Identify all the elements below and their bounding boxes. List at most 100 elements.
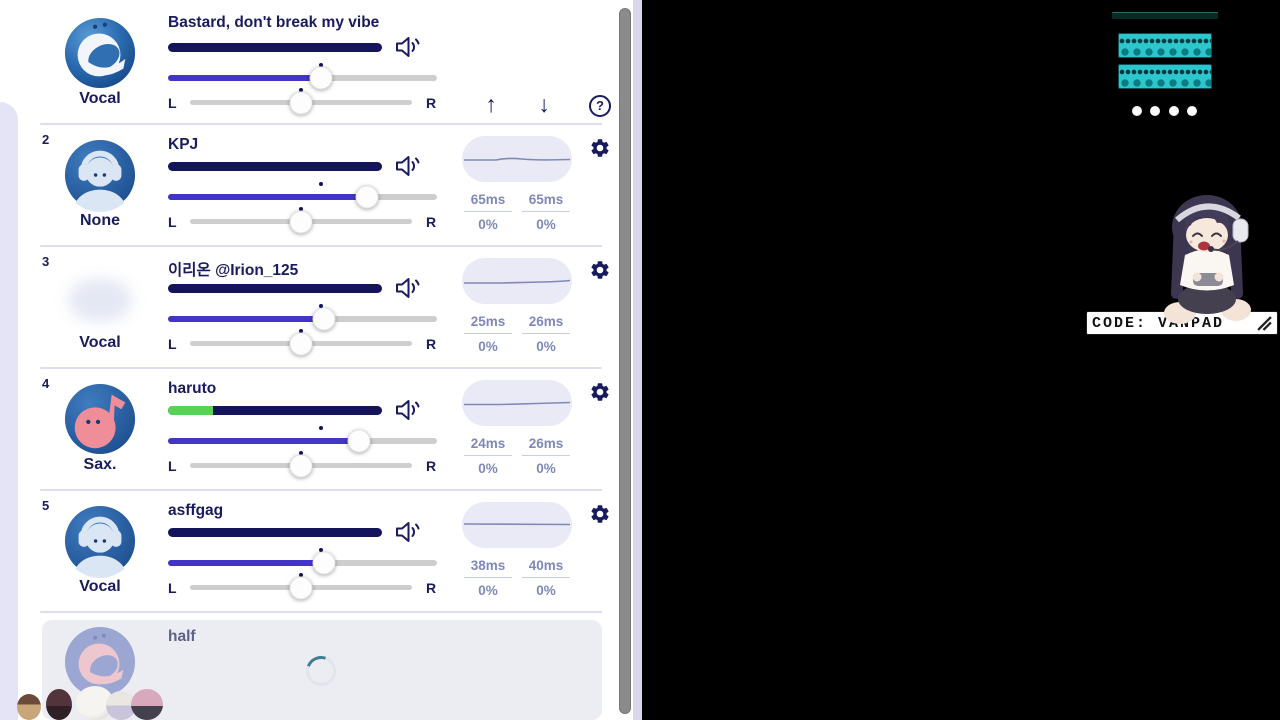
latency-value: 26ms [528, 436, 564, 451]
channel-row: Vocal Bastard, don't break my vibe L R ↑… [0, 2, 642, 124]
pan-slider[interactable] [190, 451, 412, 477]
pan-right-label: R [426, 580, 437, 596]
mini-sprite-dot [1150, 106, 1160, 116]
latency-value: 40ms [528, 558, 564, 573]
blue-swirl-logo-icon [64, 17, 136, 89]
volume-thumb[interactable] [312, 551, 336, 575]
volume-fill [168, 438, 359, 444]
pan-slider[interactable] [190, 88, 412, 114]
channel-role: Sax. [83, 456, 117, 473]
chibi-mascot [1164, 195, 1251, 324]
pan-slider[interactable] [190, 329, 412, 355]
pan-right-label: R [426, 336, 437, 352]
music-note-avatar-icon [64, 383, 136, 455]
volume-fill [168, 316, 325, 322]
pan-right-label: R [426, 458, 437, 474]
latency-value: 38ms [470, 558, 506, 573]
volume-slider[interactable] [168, 304, 437, 331]
channel-row: 3 Vocal 이리온 @Irion_125 L R [0, 246, 642, 368]
channel-title: KPJ [168, 136, 199, 153]
volume-thumb[interactable] [312, 307, 336, 331]
move-down-button[interactable]: ↓ [538, 91, 550, 117]
pan-thumb[interactable] [289, 576, 313, 599]
channel-title: Bastard, don't break my vibe [168, 14, 380, 31]
row-divider [40, 611, 602, 613]
settings-gear-icon[interactable] [589, 259, 611, 281]
avatar [63, 625, 137, 699]
pan-slider[interactable] [190, 207, 412, 233]
corner-logo-icon [1257, 315, 1272, 331]
row-divider [40, 367, 602, 369]
pan-default-marker [299, 573, 303, 577]
panel-edge-strip [0, 102, 18, 720]
volume-thumb[interactable] [309, 66, 333, 90]
pan-thumb[interactable] [289, 91, 313, 114]
pink-swirl-logo-icon [64, 626, 136, 698]
pan-default-marker [299, 329, 303, 333]
emote-sprite [131, 689, 163, 720]
pan-slider[interactable] [190, 573, 412, 599]
volume-default-marker [319, 182, 324, 186]
emote-sprite [17, 694, 41, 720]
channel-row: 5 Vocal asffgag [0, 490, 642, 612]
overlay-progress-bar [1112, 12, 1218, 19]
latency-stats: 38ms 0% 40ms 0% [462, 558, 572, 598]
latency-value: 65ms [470, 192, 506, 207]
channel-title: half [168, 628, 196, 645]
volume-slider[interactable] [168, 548, 437, 575]
mini-sprite-dot [1187, 106, 1197, 116]
latency-stats: 65ms 0% 65ms 0% [462, 192, 572, 232]
speaker-icon[interactable] [395, 275, 422, 301]
channel-row: 2 None KPJ [0, 124, 642, 246]
channel-title: haruto [168, 380, 217, 397]
mini-sprite-dot [1132, 106, 1142, 116]
volume-default-marker [319, 426, 324, 430]
speaker-icon[interactable] [395, 34, 422, 60]
speaker-icon[interactable] [395, 153, 422, 179]
row-divider [40, 245, 602, 247]
loss-value: 0% [478, 339, 498, 354]
volume-thumb[interactable] [347, 429, 371, 453]
latency-sparkline [462, 502, 572, 548]
pan-thumb[interactable] [289, 332, 313, 355]
volume-default-marker [319, 548, 324, 552]
volume-slider[interactable] [168, 426, 437, 453]
loss-value: 0% [478, 583, 498, 598]
pan-default-marker [299, 451, 303, 455]
pan-left-label: L [168, 214, 177, 230]
volume-fill [168, 75, 322, 81]
scrollbar-thumb[interactable] [619, 8, 631, 714]
row-divider [40, 489, 602, 491]
volume-thumb[interactable] [355, 185, 379, 209]
pan-thumb[interactable] [289, 210, 313, 233]
volume-slider[interactable] [168, 182, 437, 209]
settings-gear-icon[interactable] [589, 381, 611, 403]
volume-fill [168, 560, 325, 566]
scrollbar-track [633, 0, 642, 720]
pan-left-label: L [168, 95, 177, 111]
avatar [63, 504, 137, 578]
channel-role: None [80, 212, 120, 229]
channel-number: 4 [42, 376, 50, 391]
channel-role: Vocal [79, 578, 121, 595]
pan-thumb[interactable] [289, 454, 313, 477]
loss-value: 0% [536, 583, 556, 598]
help-button[interactable]: ? [589, 95, 611, 117]
pixel-sprite-strip [1118, 33, 1212, 58]
settings-gear-icon[interactable] [589, 503, 611, 525]
loss-value: 0% [536, 339, 556, 354]
loading-spinner [301, 651, 341, 691]
channel-row: 4 Sax. haruto [0, 368, 642, 490]
channel-number: 5 [42, 498, 50, 513]
pan-default-marker [299, 88, 303, 92]
speaker-icon[interactable] [395, 397, 422, 423]
level-meter [168, 406, 382, 415]
settings-gear-icon[interactable] [589, 137, 611, 159]
speaker-icon[interactable] [395, 519, 422, 545]
latency-sparkline [462, 136, 572, 182]
volume-slider[interactable] [168, 63, 437, 90]
pan-right-label: R [426, 214, 437, 230]
latency-stats: 24ms 0% 26ms 0% [462, 436, 572, 476]
move-up-button[interactable]: ↑ [485, 91, 497, 117]
